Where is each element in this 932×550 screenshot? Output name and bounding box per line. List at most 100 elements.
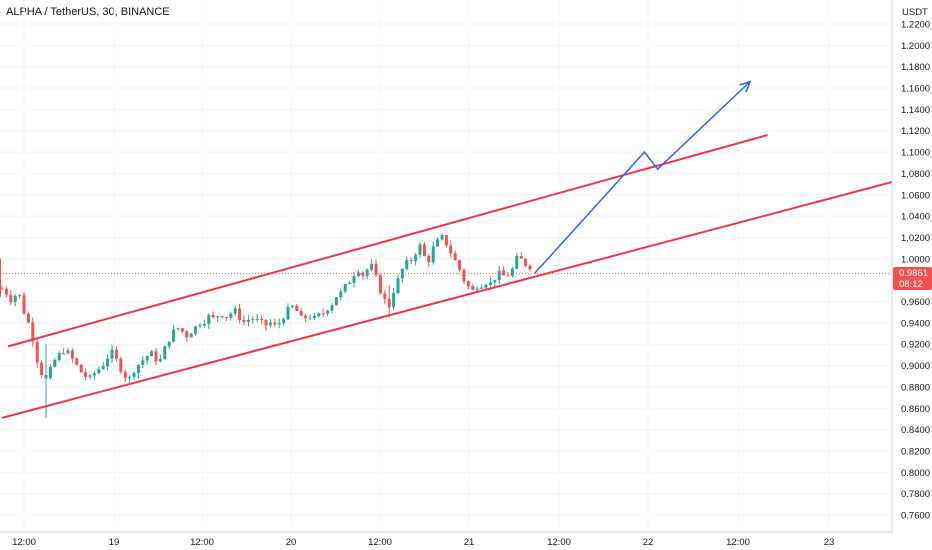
candle-body bbox=[431, 246, 435, 263]
candle-body bbox=[414, 254, 418, 261]
candle-body bbox=[79, 364, 83, 373]
candle-body bbox=[334, 297, 338, 306]
candle-body bbox=[180, 328, 184, 332]
candle-body bbox=[436, 239, 440, 247]
price-axis-background bbox=[892, 0, 932, 532]
price-tick-label: 1.0200 bbox=[901, 233, 930, 244]
candle-body bbox=[409, 260, 413, 262]
candle-body bbox=[251, 319, 255, 321]
candle-body bbox=[484, 284, 488, 288]
price-tick-label: 0.8600 bbox=[901, 404, 930, 415]
time-tick-label: 12:00 bbox=[12, 537, 36, 548]
candle-body bbox=[132, 372, 136, 377]
candle-body bbox=[260, 318, 264, 320]
time-tick-label: 12:00 bbox=[547, 537, 571, 548]
channel-lower-line bbox=[1, 176, 909, 419]
price-tick-label: 1.1800 bbox=[901, 62, 930, 73]
last-price-tag: 0.9861 08:12 bbox=[893, 267, 932, 290]
price-tick-label: 0.9200 bbox=[901, 340, 930, 351]
candle-body bbox=[321, 313, 325, 315]
candle-body bbox=[185, 331, 189, 338]
candle-body bbox=[62, 353, 66, 355]
candle-body bbox=[92, 373, 96, 376]
price-tick-label: 0.7600 bbox=[901, 511, 930, 522]
candle-body bbox=[308, 318, 312, 320]
candle-body bbox=[172, 329, 176, 342]
candle-body bbox=[488, 282, 492, 285]
last-price-line bbox=[0, 258, 892, 298]
time-tick-label: 23 bbox=[824, 537, 835, 548]
candle-body bbox=[444, 234, 448, 246]
candle-body bbox=[22, 295, 26, 314]
price-tick-label: 1.0000 bbox=[901, 254, 930, 265]
candle-body bbox=[123, 371, 127, 379]
candle-body bbox=[475, 288, 479, 290]
candle-body bbox=[264, 319, 268, 326]
price-tick-label: 0.8000 bbox=[901, 468, 930, 479]
candle-body bbox=[31, 322, 35, 342]
candle-body bbox=[128, 376, 132, 379]
time-axis[interactable]: 12:00 19 12:00 20 12:00 21 12:00 22 12:00 23 bbox=[0, 531, 932, 550]
candle-body bbox=[383, 293, 387, 300]
candle-body bbox=[119, 358, 123, 372]
candle-body bbox=[189, 333, 193, 338]
candle-body bbox=[273, 322, 277, 325]
price-tick-label: 1.0400 bbox=[901, 212, 930, 223]
time-tick-label: 12:00 bbox=[190, 537, 214, 548]
candle-body bbox=[194, 326, 198, 334]
currency-label: USDT bbox=[902, 7, 928, 18]
chart-grid bbox=[0, 0, 892, 532]
candle-body bbox=[374, 263, 378, 276]
candle-body bbox=[48, 366, 52, 379]
candle-body bbox=[427, 255, 431, 263]
channel-upper-line bbox=[7, 134, 768, 348]
price-tick-label: 1.2200 bbox=[901, 20, 930, 31]
candles-layer bbox=[0, 233, 532, 418]
candle-body bbox=[246, 319, 250, 322]
price-tick-label: 1.1400 bbox=[901, 105, 930, 116]
candle-body bbox=[339, 291, 343, 298]
candle-body bbox=[458, 260, 462, 270]
candle-body bbox=[290, 305, 294, 307]
candle-body bbox=[211, 314, 215, 318]
candle-body bbox=[145, 356, 149, 361]
candle-body bbox=[207, 314, 211, 324]
candle-body bbox=[150, 351, 154, 357]
candle-body bbox=[114, 349, 118, 359]
candle-body bbox=[277, 323, 281, 325]
candle-body bbox=[238, 308, 242, 320]
candle-body bbox=[220, 316, 224, 318]
price-axis[interactable]: USDT 1.2200 1.2000 1.1800 1.1600 1.1400 1.120… bbox=[891, 0, 932, 532]
candle-body bbox=[506, 275, 510, 277]
candle-body bbox=[224, 317, 228, 319]
candle-body bbox=[519, 255, 523, 259]
candle-body bbox=[422, 244, 426, 256]
candle-body bbox=[356, 272, 360, 277]
candle-body bbox=[502, 270, 506, 276]
candle-body bbox=[418, 244, 422, 255]
candle-body bbox=[84, 372, 88, 377]
candle-body bbox=[510, 268, 514, 277]
time-axis-background bbox=[0, 532, 932, 550]
candle-body bbox=[13, 295, 17, 303]
price-tick-label: 0.9600 bbox=[901, 297, 930, 308]
candle-body bbox=[405, 260, 409, 269]
candle-body bbox=[453, 253, 457, 261]
candle-body bbox=[110, 349, 114, 359]
candle-body bbox=[88, 375, 92, 377]
candle-body bbox=[216, 316, 220, 318]
candle-body bbox=[66, 350, 70, 354]
candle-body bbox=[524, 258, 528, 266]
time-tick-label: 20 bbox=[286, 537, 297, 548]
price-tick-label: 0.9400 bbox=[901, 318, 930, 329]
candle-body bbox=[299, 310, 303, 316]
candle-body bbox=[343, 284, 347, 292]
candle-body bbox=[75, 358, 79, 365]
candle-body bbox=[202, 323, 206, 326]
candle-body bbox=[268, 322, 272, 326]
time-tick-label: 19 bbox=[109, 537, 120, 548]
candle-body bbox=[361, 272, 365, 276]
price-tick-label: 1.1200 bbox=[901, 126, 930, 137]
candle-body bbox=[233, 308, 237, 314]
